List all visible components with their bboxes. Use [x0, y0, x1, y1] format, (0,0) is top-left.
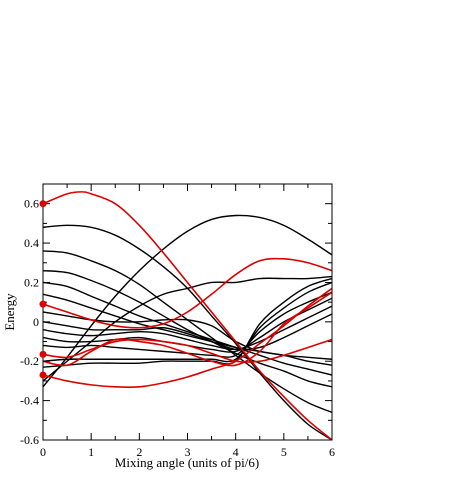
ticks-layer: 0 1 2 3 4 5 6 -0.6 -0.4 -0.2 0 0.2 0.4 0.6 [20, 184, 335, 459]
series-line-13 [43, 305, 332, 351]
x-tick-label: 6 [329, 445, 335, 459]
series-line-8 [43, 269, 332, 388]
x-tick-label: 3 [185, 445, 191, 459]
series-line-12 [43, 313, 332, 351]
series-line-5 [43, 291, 332, 367]
y-tick-label: -0.4 [20, 394, 39, 408]
y-tick-label: 0.6 [24, 197, 39, 211]
y-tick-label: 0.4 [24, 236, 39, 250]
series-line-1 [43, 191, 332, 440]
y-tick-label: 0 [33, 315, 39, 329]
y-tick-label: -0.2 [20, 354, 39, 368]
markers-layer [39, 200, 47, 379]
series-line-18 [43, 275, 332, 382]
data-point-marker-2 [39, 300, 47, 308]
y-tick-label: -0.6 [20, 433, 39, 447]
x-tick-label: 5 [281, 445, 287, 459]
series-line-19 [43, 214, 332, 388]
series-line-2 [43, 257, 332, 329]
x-tick-label: 1 [88, 445, 94, 459]
y-axis-label: Energy [2, 293, 17, 331]
data-point-marker-1 [39, 200, 47, 208]
y-tick-label: 0.2 [24, 275, 39, 289]
x-tick-label: 4 [233, 445, 239, 459]
series-line-15 [43, 291, 332, 358]
series-layer [43, 191, 332, 440]
series-line-9 [43, 281, 332, 376]
x-tick-label: 2 [136, 445, 142, 459]
series-line-16 [43, 281, 332, 363]
x-tick-label: 0 [40, 445, 46, 459]
series-line-17 [43, 277, 332, 368]
x-axis-label: Mixing angle (units of pi/6) [115, 455, 259, 470]
series-line-3 [43, 338, 332, 363]
series-line-4 [43, 287, 332, 389]
data-point-marker-3 [39, 350, 47, 358]
data-point-marker-4 [39, 371, 47, 379]
